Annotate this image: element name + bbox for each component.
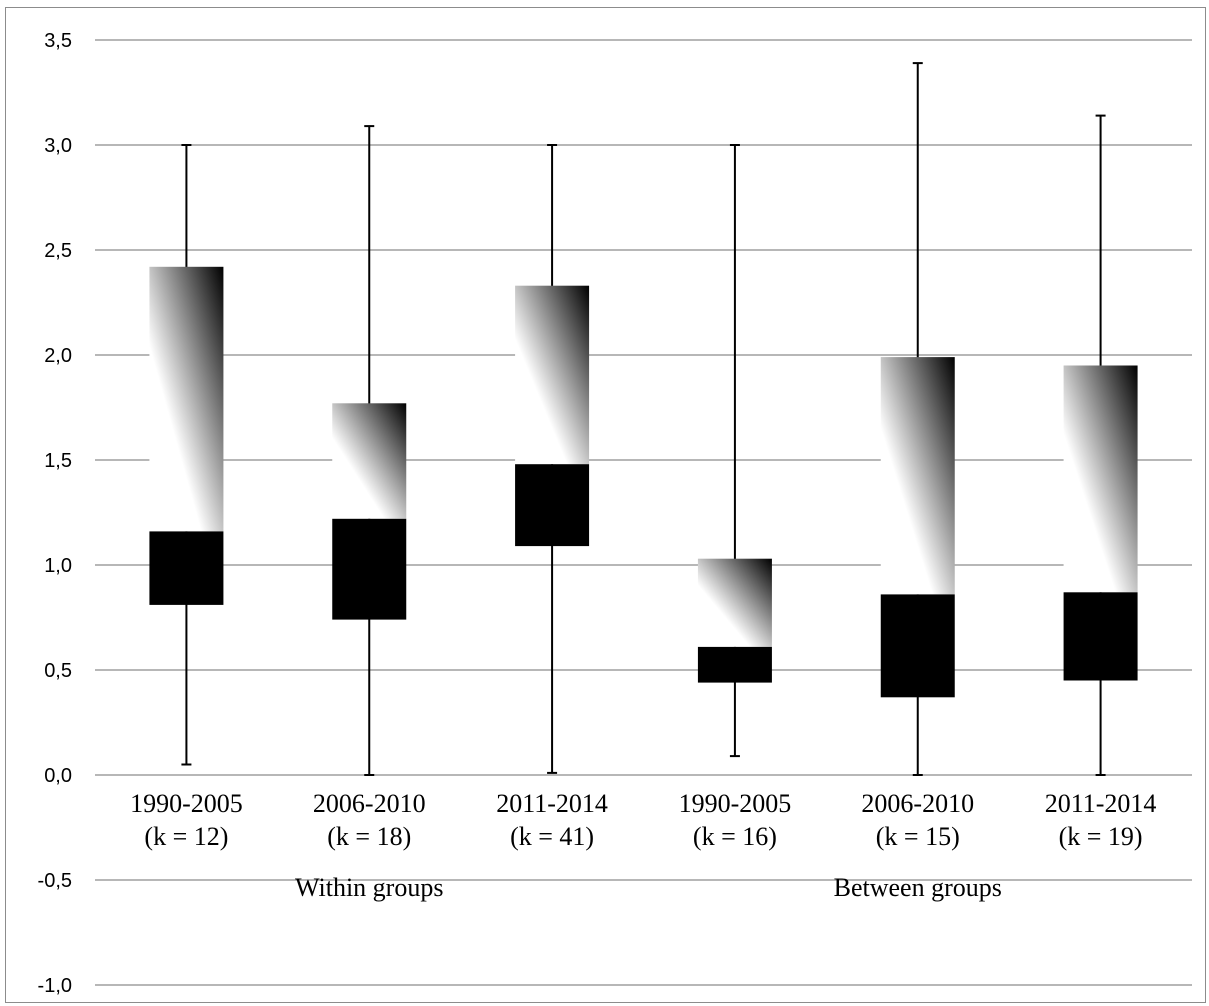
upper-box [880,357,955,595]
group-label: Within groups [295,873,443,902]
group-label: Between groups [834,873,1002,902]
x-tick-period-label: 1990-2005 [130,789,243,818]
x-tick-k-label: (k = 12) [144,822,228,851]
box-3 [515,144,590,774]
y-tick-label: 0,0 [44,765,72,787]
y-tick-label: 2,5 [44,240,72,262]
x-tick-k-label: (k = 15) [876,822,960,851]
x-tick-k-label: (k = 16) [693,822,777,851]
x-tick-period-label: 2011-2014 [1045,789,1157,818]
box-4 [697,144,772,758]
y-tick-label: 3,5 [44,30,72,52]
y-tick-label: -0,5 [38,870,72,892]
lower-box [697,646,772,683]
y-tick-label: 1,0 [44,555,72,577]
lower-box [332,518,407,620]
gridlines [95,39,1192,986]
x-tick-k-label: (k = 41) [510,822,594,851]
upper-box [1063,365,1138,593]
upper-box [697,558,772,647]
upper-box [515,285,590,465]
upper-box [149,266,224,532]
y-tick-label: -1,0 [38,975,72,997]
lower-box [515,464,590,547]
group-labels: Within groups Between groups [295,873,1002,902]
y-axis-tick-labels: -1,0 -0,5 0,0 0,5 1,0 1,5 2,0 2,5 3,0 3,5 [38,30,72,997]
x-tick-period-label: 2006-2010 [313,789,426,818]
x-tick-period-label: 2011-2014 [496,789,608,818]
boxes [149,62,1138,776]
box-2 [332,125,407,776]
box-6 [1063,114,1138,776]
x-tick-period-label: 2006-2010 [861,789,974,818]
y-tick-label: 3,0 [44,135,72,157]
box-5 [880,62,955,776]
y-tick-label: 0,5 [44,660,72,682]
upper-box [332,403,407,519]
x-tick-k-label: (k = 19) [1059,822,1143,851]
y-tick-label: 2,0 [44,345,72,367]
lower-box [149,531,224,605]
lower-box [1063,592,1138,681]
x-tick-period-label: 1990-2005 [679,789,792,818]
y-tick-label: 1,5 [44,450,72,472]
x-axis-tick-labels: 1990-2005 (k = 12) 2006-2010 (k = 18) 2011-2… [130,789,1156,851]
x-tick-k-label: (k = 18) [327,822,411,851]
lower-box [880,594,955,698]
box-1 [149,144,224,766]
